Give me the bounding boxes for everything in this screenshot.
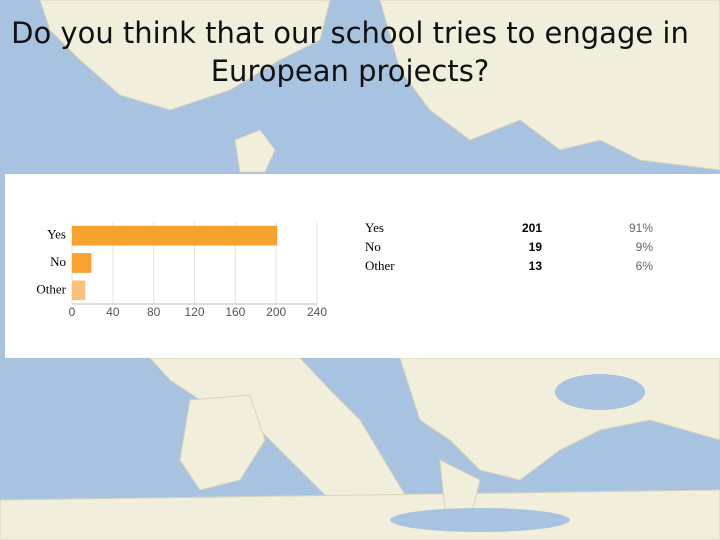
x-tick-label: 80 bbox=[147, 305, 161, 319]
land bbox=[179, 394, 266, 491]
x-tick-label: 120 bbox=[184, 305, 204, 319]
land bbox=[39, 0, 331, 111]
table-category: Yes bbox=[365, 220, 384, 235]
x-tick-label: 160 bbox=[225, 305, 245, 319]
x-tick-label: 240 bbox=[307, 305, 327, 319]
land bbox=[234, 129, 276, 173]
table-category: Other bbox=[365, 258, 395, 273]
x-tick-label: 40 bbox=[106, 305, 120, 319]
x-tick-label: 0 bbox=[69, 305, 76, 319]
y-tick-label: No bbox=[50, 254, 66, 269]
y-tick-label: Yes bbox=[47, 227, 66, 242]
slide-title: Do you think that our school tries to en… bbox=[11, 16, 689, 88]
land bbox=[0, 489, 720, 540]
sea bbox=[390, 508, 570, 532]
land bbox=[379, 0, 720, 171]
chart: 0 40 80 120 160 200 240 Yes Yes 201 91% No No 19 9% Oth… bbox=[36, 220, 654, 319]
bar bbox=[72, 280, 86, 301]
table-count: 19 bbox=[529, 240, 543, 254]
sea bbox=[555, 374, 645, 410]
table-percent: 9% bbox=[636, 240, 654, 254]
table-percent: 6% bbox=[636, 259, 654, 273]
table-category: No bbox=[365, 239, 381, 254]
bar bbox=[72, 225, 278, 246]
table-count: 201 bbox=[522, 221, 542, 235]
table-count: 13 bbox=[529, 259, 543, 273]
land bbox=[399, 357, 720, 481]
bar bbox=[72, 253, 92, 273]
x-tick-label: 200 bbox=[266, 305, 286, 319]
y-tick-label: Other bbox=[36, 281, 66, 296]
table-percent: 91% bbox=[629, 221, 653, 235]
chart-panel: 0 40 80 120 160 200 240 Yes Yes 201 91% No No 19 9% Oth… bbox=[5, 174, 720, 358]
